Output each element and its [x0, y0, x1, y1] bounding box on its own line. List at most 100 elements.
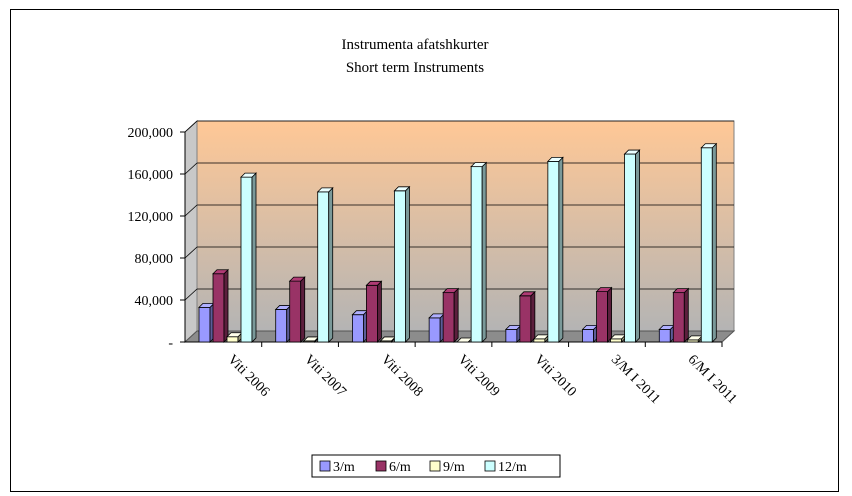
y-tick-label: 40,000 — [135, 294, 174, 309]
bar — [274, 304, 292, 343]
bar-top — [470, 162, 488, 168]
bar-front — [394, 190, 406, 343]
legend-label: 3/m — [333, 460, 355, 475]
bar-front — [505, 328, 518, 343]
side-wall — [184, 119, 198, 344]
bar-top — [288, 276, 306, 282]
bar-front — [317, 191, 330, 343]
gridline-side — [184, 288, 198, 301]
bar — [428, 312, 446, 343]
bar-top — [672, 288, 690, 294]
bar-front — [582, 328, 594, 343]
bar — [351, 309, 369, 343]
bar — [504, 324, 522, 343]
bar-top — [518, 291, 536, 297]
legend: 3/m 6/m 9/m 12/m — [311, 454, 561, 478]
bar — [518, 290, 536, 343]
x-tick-label: Viti 2007 — [301, 352, 349, 400]
bar-side — [481, 161, 487, 343]
bar — [595, 286, 613, 343]
bar-top — [623, 149, 641, 155]
bar-front — [289, 280, 302, 343]
gridline-side — [184, 162, 198, 175]
bar — [393, 185, 411, 343]
bar-front — [596, 291, 608, 343]
bar-top — [240, 172, 257, 178]
bar-side — [453, 287, 459, 343]
bar-side — [300, 276, 306, 343]
bar-top — [212, 269, 229, 275]
bar-top — [546, 156, 564, 162]
y-tick-label: 200,000 — [128, 126, 174, 141]
chart-title: Instrumenta afatshkurter — [341, 37, 488, 53]
bar-front — [428, 317, 441, 343]
bar-side — [405, 185, 410, 343]
legend-label: 12/m — [498, 460, 527, 475]
bar — [470, 161, 488, 343]
bar-top — [393, 186, 411, 192]
bar-top — [700, 143, 718, 149]
bar-front — [700, 147, 713, 343]
y-tick-label: 80,000 — [135, 252, 174, 267]
bar-front — [226, 336, 239, 343]
bar — [365, 280, 383, 343]
bar-front — [240, 176, 253, 343]
bar-front — [624, 153, 636, 343]
bar-side — [530, 290, 536, 343]
bar-front — [442, 292, 455, 343]
bar-top — [316, 187, 334, 193]
bar-side — [635, 149, 640, 343]
bar — [658, 324, 676, 343]
bar — [198, 302, 215, 343]
x-tick-label: Viti 2010 — [531, 352, 579, 400]
bar — [546, 156, 564, 343]
bar — [581, 324, 599, 343]
x-tick-label: Viti 2008 — [378, 352, 426, 400]
chart-frame: Instrumenta afatshkurter Short term Inst… — [10, 9, 839, 492]
bar — [240, 172, 257, 343]
legend-label: 9/m — [443, 460, 465, 475]
bar-front — [275, 309, 288, 343]
bar — [700, 142, 718, 343]
bar-top — [442, 288, 460, 294]
x-tick-label: Viti 2006 — [224, 352, 272, 400]
back-wall — [196, 120, 735, 332]
y-tick-label: 120,000 — [128, 210, 174, 225]
x-tick-label: 3/M I 2011 — [608, 352, 663, 407]
bar — [226, 331, 243, 343]
legend-swatch — [429, 460, 441, 472]
y-tick-label: - — [168, 336, 173, 351]
bar — [288, 276, 306, 343]
bar-front — [658, 328, 671, 343]
legend-swatch — [375, 460, 387, 472]
bar-side — [328, 186, 334, 343]
bar-front — [519, 295, 532, 343]
legend-swatch — [319, 460, 331, 472]
bar-front — [547, 160, 560, 343]
chart-canvas: Instrumenta afatshkurter Short term Inst… — [128, 37, 739, 478]
bar — [623, 149, 641, 343]
bar-front — [352, 314, 364, 343]
bar — [212, 268, 229, 343]
chart-subtitle: Short term Instruments — [346, 60, 484, 76]
bar — [672, 287, 690, 343]
bar — [442, 287, 460, 343]
bar-top — [595, 287, 613, 293]
legend-label: 6/m — [389, 460, 411, 475]
gridline-side — [184, 204, 198, 217]
bar-front — [672, 292, 685, 343]
gridline-side — [184, 120, 198, 133]
bar-front — [212, 273, 225, 343]
bar-side — [251, 172, 257, 343]
legend-swatch — [484, 460, 496, 472]
bar-front — [470, 166, 483, 343]
bar-front — [610, 338, 622, 343]
gridline-side — [184, 246, 198, 259]
bar-front — [198, 306, 211, 343]
bar-side — [558, 156, 564, 343]
y-tick-label: 160,000 — [128, 168, 174, 183]
bar-side — [683, 287, 689, 343]
bar-side — [223, 268, 229, 343]
plot-area: - 40,000 80,000 120,000 160,000 200,000 Viti 2… — [128, 119, 739, 407]
bar-top — [365, 280, 383, 286]
